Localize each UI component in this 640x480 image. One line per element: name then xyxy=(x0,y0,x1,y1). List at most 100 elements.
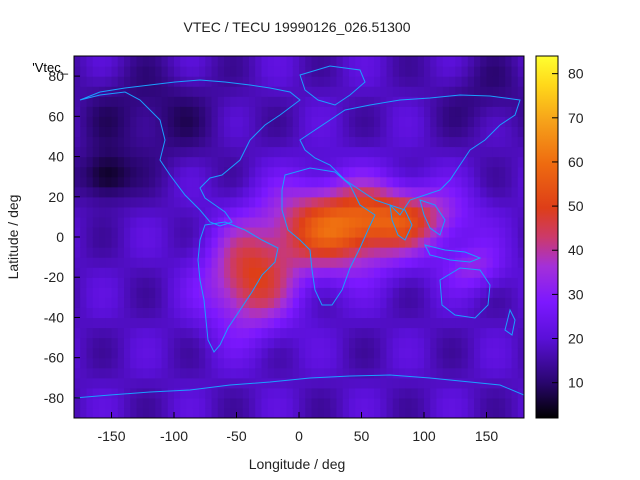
heatmap-cell xyxy=(280,247,288,258)
heatmap-cell xyxy=(99,166,106,178)
heatmap-cell xyxy=(392,357,400,369)
heatmap-cell xyxy=(355,86,363,97)
heatmap-cell xyxy=(111,136,119,148)
heatmap-cell xyxy=(461,307,469,319)
heatmap-cell xyxy=(111,237,119,248)
heatmap-cell xyxy=(505,317,513,329)
heatmap-cell xyxy=(74,156,81,168)
heatmap-cell xyxy=(517,297,524,308)
heatmap-cell xyxy=(117,66,125,77)
heatmap-cell xyxy=(186,126,194,138)
heatmap-cell xyxy=(461,56,469,67)
heatmap-cell xyxy=(399,267,406,278)
heatmap-cell xyxy=(192,247,200,258)
heatmap-cell xyxy=(199,237,206,248)
heatmap-cell xyxy=(330,216,338,228)
heatmap-cell xyxy=(336,56,344,67)
heatmap-cell xyxy=(349,337,356,349)
heatmap-cell xyxy=(149,196,156,208)
heatmap-cell xyxy=(399,377,406,389)
heatmap-cell xyxy=(449,166,456,178)
heatmap-cell xyxy=(449,397,456,409)
heatmap-cell xyxy=(392,156,400,168)
heatmap-cell xyxy=(286,216,294,228)
heatmap-cell xyxy=(417,196,425,208)
heatmap-cell xyxy=(367,166,375,178)
heatmap-cell xyxy=(499,126,506,138)
heatmap-cell xyxy=(92,166,100,178)
heatmap-cell xyxy=(161,407,169,418)
colorbar-tick-label: 40 xyxy=(568,242,584,258)
heatmap-cell xyxy=(105,66,113,77)
heatmap-cell xyxy=(374,56,381,67)
heatmap-cell xyxy=(205,116,213,127)
heatmap-cell xyxy=(480,247,488,258)
heatmap-cell xyxy=(480,407,488,418)
heatmap-cell xyxy=(380,216,388,228)
heatmap-cell xyxy=(417,96,425,107)
heatmap-cell xyxy=(424,247,431,258)
heatmap-cell xyxy=(511,216,519,228)
heatmap-cell xyxy=(74,106,81,117)
heatmap-cell xyxy=(255,297,263,308)
heatmap-cell xyxy=(424,277,431,288)
heatmap-cell xyxy=(249,206,256,218)
heatmap-cell xyxy=(99,307,106,319)
heatmap-cell xyxy=(449,257,456,268)
heatmap-cell xyxy=(467,387,475,399)
heatmap-cell xyxy=(117,196,125,208)
heatmap-cell xyxy=(455,146,463,158)
heatmap-cell xyxy=(399,216,406,228)
heatmap-cell xyxy=(274,297,281,308)
heatmap-cell xyxy=(199,76,206,87)
heatmap-cell xyxy=(205,76,213,87)
heatmap-cell xyxy=(430,317,438,329)
heatmap-cell xyxy=(324,146,331,158)
heatmap-cell xyxy=(480,166,488,178)
heatmap-cell xyxy=(211,136,219,148)
heatmap-cell xyxy=(499,76,506,87)
heatmap-cell xyxy=(192,216,200,228)
heatmap-cell xyxy=(205,267,213,278)
heatmap-cell xyxy=(136,56,144,67)
heatmap-cell xyxy=(311,317,319,329)
heatmap-cell xyxy=(330,96,338,107)
heatmap-cell xyxy=(392,297,400,308)
heatmap-cell xyxy=(167,196,175,208)
heatmap-cell xyxy=(161,297,169,308)
heatmap-cell xyxy=(324,136,331,148)
heatmap-cell xyxy=(167,176,175,188)
heatmap-cell xyxy=(117,76,125,87)
heatmap-cell xyxy=(236,116,244,127)
heatmap-cell xyxy=(80,397,88,409)
heatmap-cell xyxy=(292,176,300,188)
heatmap-cell xyxy=(330,156,338,168)
heatmap-cell xyxy=(205,96,213,107)
heatmap-cell xyxy=(124,96,131,107)
heatmap-cell xyxy=(305,126,313,138)
heatmap-cell xyxy=(442,66,450,77)
heatmap-cell xyxy=(449,206,456,218)
heatmap-cell xyxy=(117,387,125,399)
heatmap-cell xyxy=(86,136,94,148)
heatmap-cell xyxy=(461,66,469,77)
heatmap-cell xyxy=(161,96,169,107)
heatmap-cell xyxy=(299,106,306,117)
heatmap-cell xyxy=(436,216,444,228)
heatmap-cell xyxy=(167,327,175,339)
heatmap-cell xyxy=(124,297,131,308)
heatmap-cell xyxy=(230,56,238,67)
heatmap-cell xyxy=(236,367,244,379)
heatmap-cell xyxy=(249,216,256,228)
heatmap-cell xyxy=(111,327,119,339)
heatmap-cell xyxy=(105,347,113,359)
heatmap-cell xyxy=(286,247,294,258)
heatmap-cell xyxy=(80,317,88,329)
heatmap-cell xyxy=(399,196,406,208)
heatmap-cell xyxy=(249,337,256,349)
heatmap-cell xyxy=(411,166,419,178)
heatmap-cell xyxy=(99,317,106,329)
heatmap-cell xyxy=(449,136,456,148)
heatmap-cell xyxy=(274,277,281,288)
heatmap-cell xyxy=(386,216,394,228)
